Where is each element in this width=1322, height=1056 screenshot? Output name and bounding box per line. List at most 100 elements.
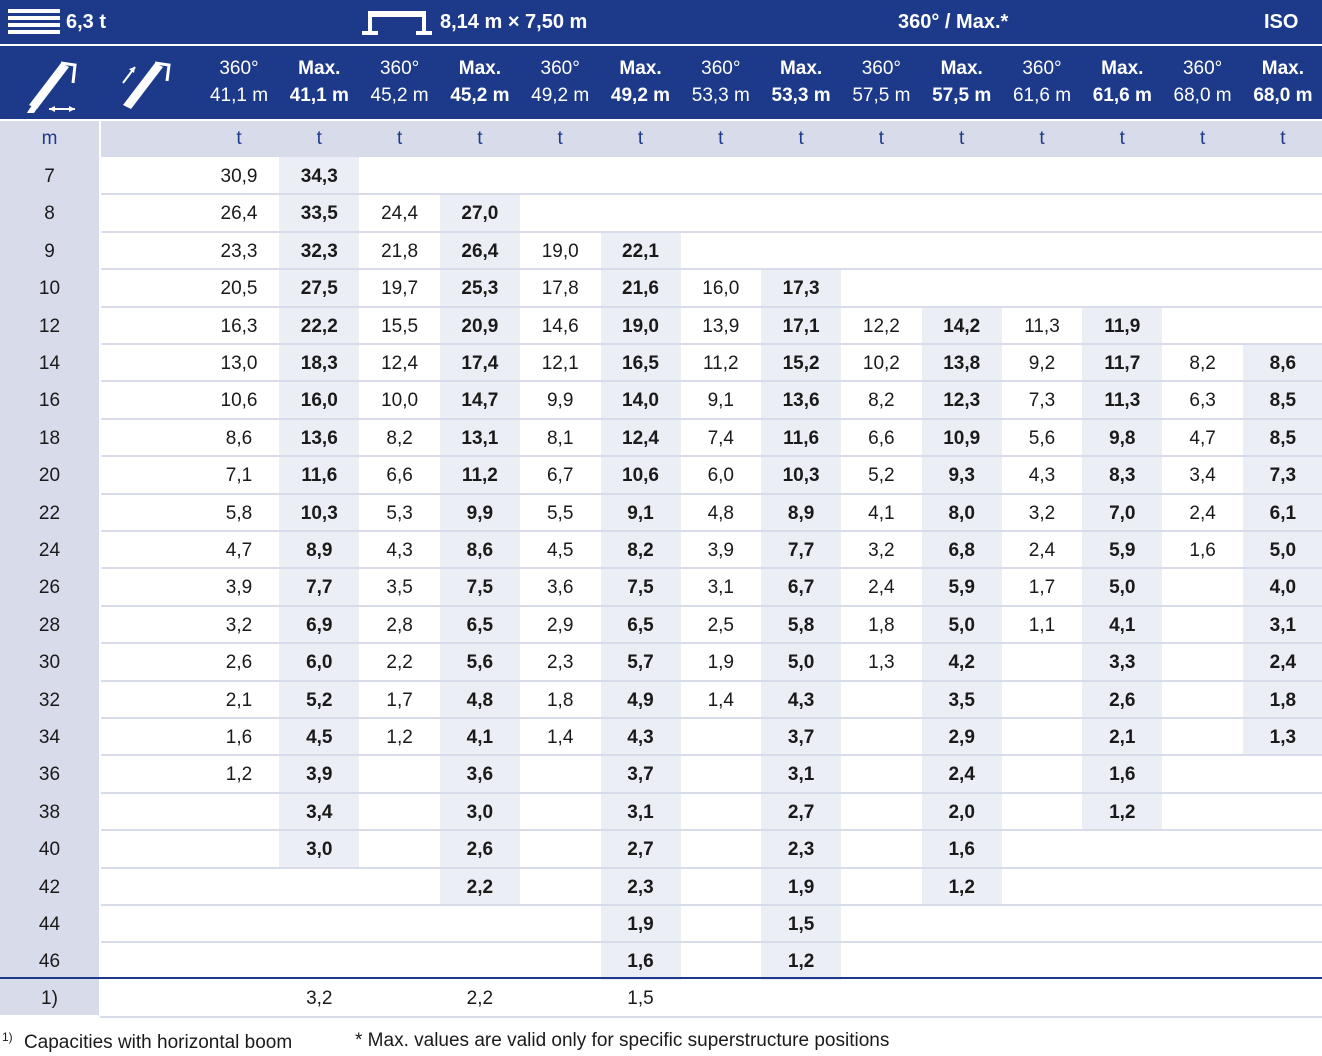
column-mode: Max. (619, 58, 662, 79)
capacity-cell: 10,2 (862, 353, 900, 374)
capacity-cell: 2,7 (627, 839, 654, 861)
column-header: 360° 68,0 m (1163, 46, 1243, 119)
capacity-cell: 1,5 (787, 914, 815, 935)
capacity-cell: 8,9 (306, 540, 333, 561)
max-cell-shade (1082, 418, 1163, 457)
row-separator (100, 530, 1322, 532)
capacity-cell (199, 831, 279, 868)
capacity-cell: 21,8 (381, 240, 419, 262)
capacity-cell: 10,9 (943, 427, 981, 449)
capacity-cell: 14,0 (622, 390, 659, 412)
capacity-cell: 13,1 (461, 427, 499, 449)
capacity-cell: 1,4 (707, 689, 734, 711)
capacity-cell (681, 233, 761, 270)
capacity-cell: 2,6 (1109, 689, 1136, 711)
capacity-cell: 17,3 (782, 278, 820, 300)
capacity-cell: 19,0 (622, 315, 659, 337)
capacity-cell: 14,6 (541, 315, 579, 337)
max-cell-shade (600, 643, 681, 682)
max-cell-shade (439, 568, 520, 607)
column-length: 68,0 m (1253, 85, 1313, 106)
capacity-cell: 5,9 (948, 577, 975, 599)
row-separator (100, 829, 1322, 832)
row-separator (100, 567, 1322, 570)
capacity-cell: 34,3 (300, 166, 338, 187)
capacity-cell: 1,6 (1109, 764, 1136, 786)
max-cell-shade (279, 718, 360, 756)
capacity-cell: 9,2 (1028, 353, 1056, 374)
radius-label: 9 (44, 240, 55, 262)
max-cell-shade (279, 456, 360, 495)
max-cell-shade (439, 605, 520, 644)
capacity-cell: 8,5 (1269, 390, 1297, 412)
max-cell-shade (1242, 381, 1322, 420)
capacity-cell: 12,4 (622, 427, 659, 449)
max-cell-shade (761, 905, 842, 943)
max-cell-shade (761, 718, 842, 756)
capacity-cell (1243, 233, 1322, 270)
capacity-cell: 3,1 (787, 764, 815, 786)
column-length: 61,6 m (1012, 85, 1072, 106)
capacity-cell: 5,0 (1269, 540, 1297, 561)
max-cell-shade (600, 867, 681, 906)
capacity-cell (1243, 195, 1322, 232)
capacity-cell (360, 794, 440, 831)
column-mode: Max. (298, 58, 341, 79)
capacity-cell (1082, 906, 1162, 943)
capacity-cell (199, 869, 279, 906)
capacity-cell: 4,8 (466, 689, 494, 711)
max-cell-shade (439, 456, 520, 495)
max-cell-shade (439, 344, 520, 382)
max-cell-shade (600, 792, 681, 831)
capacity-cell: 4,7 (1189, 427, 1216, 449)
max-cell-shade (600, 680, 681, 719)
capacity-cell (1082, 233, 1162, 270)
column-mode: Max. (779, 58, 823, 79)
capacity-cell: 3,9 (225, 577, 253, 599)
capacity-cell (922, 270, 1002, 307)
max-cell-shade (1082, 531, 1163, 569)
capacity-cell (1243, 756, 1322, 793)
capacity-cell: 1,2 (386, 727, 413, 748)
column-mode: Max. (1261, 58, 1305, 79)
capacity-cell: 12,2 (862, 315, 900, 337)
column-header: 360° 45,2 m (360, 46, 440, 119)
capacity-cell: 2,4 (1269, 652, 1297, 674)
column-length: 68,0 m (1173, 85, 1232, 106)
row-separator (100, 492, 1322, 495)
column-mode: Max. (1101, 58, 1144, 79)
capacity-cell (1082, 831, 1162, 868)
column-mode: Max. (940, 58, 983, 79)
max-cell-shade (600, 718, 681, 756)
max-cell-shade (1242, 643, 1322, 682)
column-header: Max. 53,3 m (761, 46, 841, 119)
max-cell-shade (600, 830, 681, 869)
max-cell-shade (1242, 531, 1322, 569)
max-cell-shade (1242, 456, 1322, 495)
capacity-cell: 7,5 (466, 577, 494, 599)
capacity-cell: 3,1 (707, 577, 734, 599)
capacity-cell (1163, 756, 1243, 793)
capacity-cell: 3,3 (1109, 652, 1136, 674)
capacity-cell: 2,8 (386, 614, 413, 636)
capacity-cell (1163, 906, 1243, 943)
max-cell-shade (439, 531, 520, 569)
capacity-cell: 5,6 (466, 652, 494, 674)
capacity-cell: 19,0 (541, 240, 579, 262)
column-header: Max. 41,1 m (279, 46, 359, 119)
capacity-cell: 1,7 (386, 689, 413, 711)
capacity-cell: 1,5 (627, 988, 654, 1009)
radius-label: 8 (44, 203, 55, 225)
capacity-cell (279, 869, 359, 906)
capacity-cell (1082, 943, 1162, 980)
capacity-cell (360, 869, 440, 906)
radius-label: 44 (38, 914, 61, 935)
capacity-cell (520, 980, 600, 1017)
column-header: 360° 53,3 m (681, 46, 761, 119)
column-length: 41,1 m (209, 85, 269, 106)
capacity-cell (681, 906, 761, 943)
capacity-cell (1002, 195, 1082, 232)
row-separator (100, 941, 1322, 944)
max-cell-shade (1242, 568, 1322, 607)
capacity-cell (1002, 270, 1082, 307)
